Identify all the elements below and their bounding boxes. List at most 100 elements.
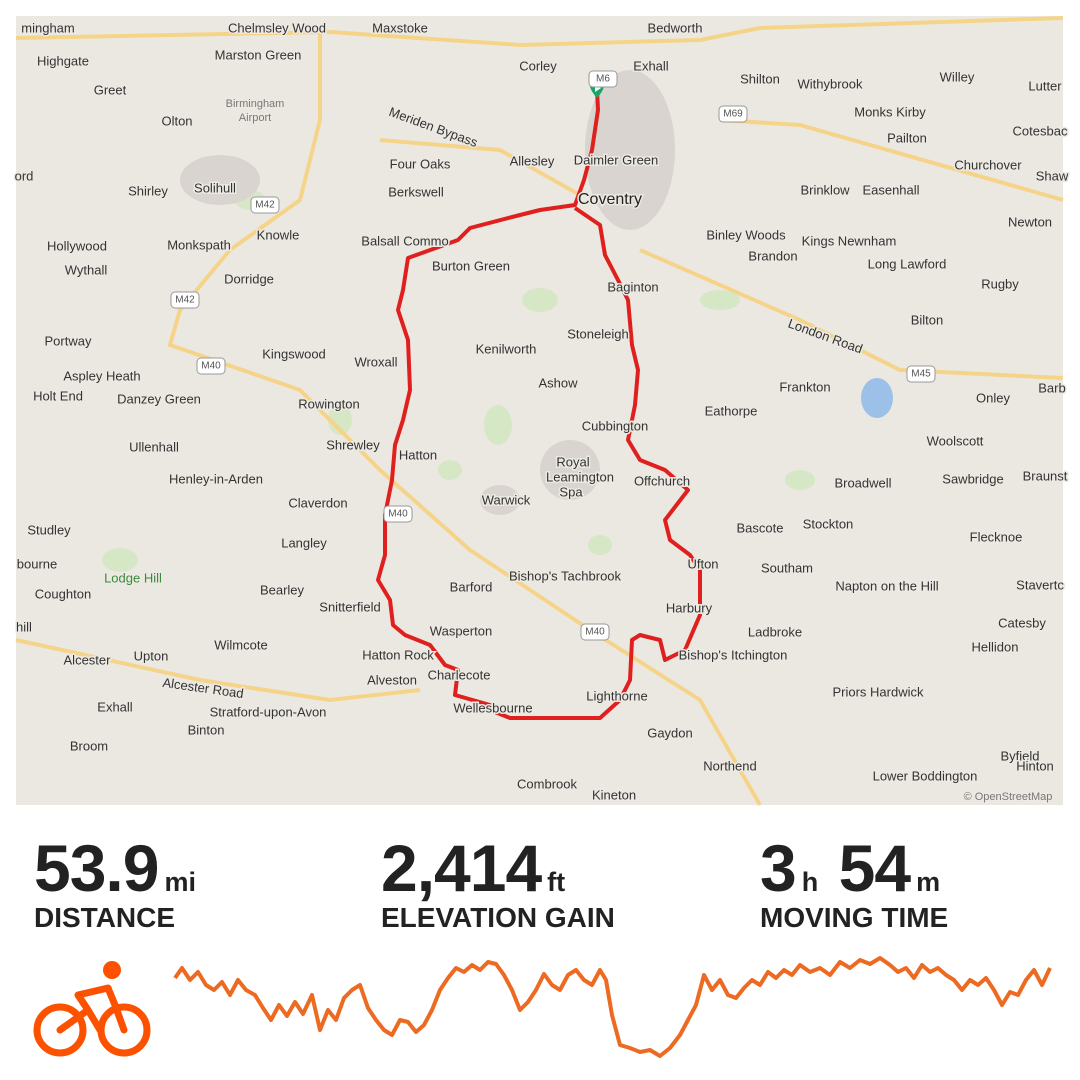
place-label: Chelmsley Wood xyxy=(228,20,326,35)
place-label: Royal xyxy=(556,454,589,469)
place-label: Olton xyxy=(161,113,192,128)
place-label: Knowle xyxy=(257,227,300,242)
road-shield xyxy=(718,105,748,123)
place-label: Bedworth xyxy=(648,20,703,35)
place-label: Bishop's Itchington xyxy=(679,647,788,662)
place-label: Bishop's Tachbrook xyxy=(509,568,622,583)
place-label: Portway xyxy=(45,333,92,348)
place-label: ord xyxy=(15,168,34,183)
place-label: Frankton xyxy=(779,379,830,394)
place-label: Highgate xyxy=(37,53,89,68)
stat-unit: mi xyxy=(164,867,196,897)
place-label: Birmingham xyxy=(226,98,285,110)
place-label: Rowington xyxy=(298,396,359,411)
place-label: Withybrook xyxy=(797,76,863,91)
place-label: Newton xyxy=(1008,214,1052,229)
elevation-stat: 2,414 ft ELEVATION GAIN xyxy=(381,830,615,934)
place-label: Gaydon xyxy=(647,725,693,740)
place-label: Kineton xyxy=(592,787,636,802)
place-label: Combrook xyxy=(517,776,577,791)
place-label: Daimler Green xyxy=(574,152,659,167)
road-shield-label: M45 xyxy=(911,369,931,380)
place-label: Lutter xyxy=(1028,78,1062,93)
stat-unit: h xyxy=(801,867,819,897)
place-label: Kenilworth xyxy=(476,341,537,356)
place-label: Shrewley xyxy=(326,437,380,452)
place-label: Charlecote xyxy=(428,667,491,682)
place-label: Hinton xyxy=(1016,758,1054,773)
place-label: Rugby xyxy=(981,276,1019,291)
road-shield xyxy=(906,365,936,383)
road-shield-label: M40 xyxy=(388,509,408,520)
place-label: Airport xyxy=(239,112,271,124)
place-label: Stockton xyxy=(803,516,854,531)
place-label: Aspley Heath xyxy=(63,368,140,383)
place-label: Monks Kirby xyxy=(854,104,926,119)
place-label: Brinklow xyxy=(800,182,850,197)
place-label: Priors Hardwick xyxy=(832,684,924,699)
place-label: bourne xyxy=(17,556,57,571)
cyclist-icon xyxy=(33,984,151,1057)
place-label: Shilton xyxy=(740,71,780,86)
place-label: Bilton xyxy=(911,312,944,327)
place-label: Kingswood xyxy=(262,346,326,361)
place-label: Braunst xyxy=(1023,468,1068,483)
lake xyxy=(861,378,893,418)
place-label: Alveston xyxy=(367,672,417,687)
road-shield xyxy=(588,70,618,88)
distance-stat: 53.9 mi DISTANCE xyxy=(34,830,202,934)
place-label: Balsall Commo xyxy=(361,233,448,248)
place-label: Studley xyxy=(27,522,71,537)
place-label: Upton xyxy=(134,648,169,663)
place-label: Northend xyxy=(703,758,756,773)
road-shield-label: M40 xyxy=(585,627,605,638)
place-label: Coughton xyxy=(35,586,91,601)
place-label: Flecknoe xyxy=(970,529,1023,544)
map-labels: mingham Chelmsley Wood Maxstoke Bedworth Hig… xyxy=(13,19,1070,804)
place-label: Hollywood xyxy=(47,238,107,253)
place-label: Ladbroke xyxy=(748,624,802,639)
place-label: Binton xyxy=(188,722,225,737)
place-label: Wasperton xyxy=(430,623,492,638)
footer-graphics xyxy=(33,956,1052,1058)
stat-value: 3 xyxy=(760,831,797,905)
place-label: Shirley xyxy=(128,183,168,198)
place-label: Leamington xyxy=(546,469,614,484)
place-label: Lighthorne xyxy=(586,688,647,703)
urban xyxy=(180,70,675,515)
road-shield xyxy=(383,505,413,523)
place-label: Spa xyxy=(559,484,583,499)
place-label: Brandon xyxy=(748,248,797,263)
place-label: Four Oaks xyxy=(390,156,451,171)
place-label: Snitterfield xyxy=(319,599,380,614)
place-label: Onley xyxy=(976,390,1010,405)
place-label: Lower Boddington xyxy=(873,768,978,783)
place-label: Wellesbourne xyxy=(453,700,532,715)
roads xyxy=(15,16,1064,806)
place-label: Dorridge xyxy=(224,271,274,286)
place-label: Bearley xyxy=(260,582,305,597)
place-label: Lodge Hill xyxy=(104,570,162,585)
place-label: Solihull xyxy=(194,180,236,195)
place-label: Broom xyxy=(70,738,108,753)
route xyxy=(376,89,702,720)
place-label: hill xyxy=(16,619,32,634)
place-label: Maxstoke xyxy=(372,20,428,35)
place-label: Churchover xyxy=(954,157,1022,172)
place-label: mingham xyxy=(21,20,74,35)
place-label: Coventry xyxy=(578,191,642,208)
place-label: Ullenhall xyxy=(129,439,179,454)
place-label: Hatton xyxy=(399,447,437,462)
place-label: Burton Green xyxy=(432,258,510,273)
place-label: Allesley xyxy=(510,153,555,168)
place-label: Henley-in-Arden xyxy=(169,471,263,486)
road-shield-label: M69 xyxy=(723,109,743,120)
road-shield xyxy=(580,623,610,641)
place-label: Warwick xyxy=(482,492,531,507)
road-shield-label: M42 xyxy=(255,200,275,211)
road-shield-label: M42 xyxy=(175,295,195,306)
elevation-profile xyxy=(173,956,1052,1058)
stat-unit: ft xyxy=(547,867,566,897)
road-shield-label: M6 xyxy=(596,74,610,85)
